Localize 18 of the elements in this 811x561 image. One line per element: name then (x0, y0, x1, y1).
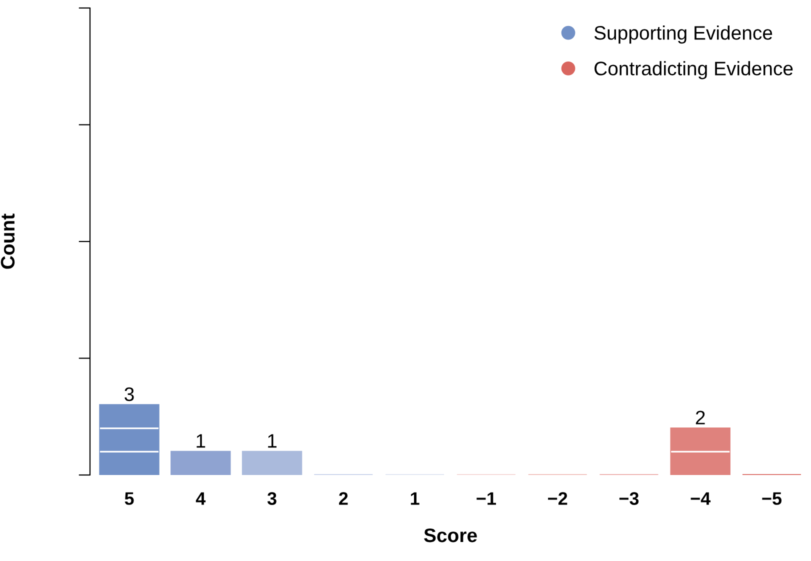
data-label: 1 (268, 434, 276, 448)
x-tick-label: 3 (267, 492, 276, 505)
x-tick-label: −1 (476, 492, 496, 505)
x-tick-label: −4 (690, 492, 711, 505)
x-axis-title: Score (424, 528, 477, 542)
x-tick-label: 1 (410, 492, 420, 505)
data-label: 3 (124, 387, 134, 402)
x-tick-label: 4 (196, 492, 206, 505)
legend-label: Contradicting Evidence (594, 61, 793, 80)
x-tick-label: −2 (548, 492, 568, 505)
x-tick-label: −3 (619, 492, 639, 505)
legend-label: Supporting Evidence (594, 26, 772, 44)
x-tick-label: 5 (124, 492, 134, 505)
y-axis-title: Count (0, 214, 15, 269)
x-tick-label: −5 (762, 492, 782, 505)
data-label: 1 (196, 434, 206, 448)
x-tick-label: 2 (339, 492, 348, 505)
data-label: 2 (696, 410, 705, 424)
